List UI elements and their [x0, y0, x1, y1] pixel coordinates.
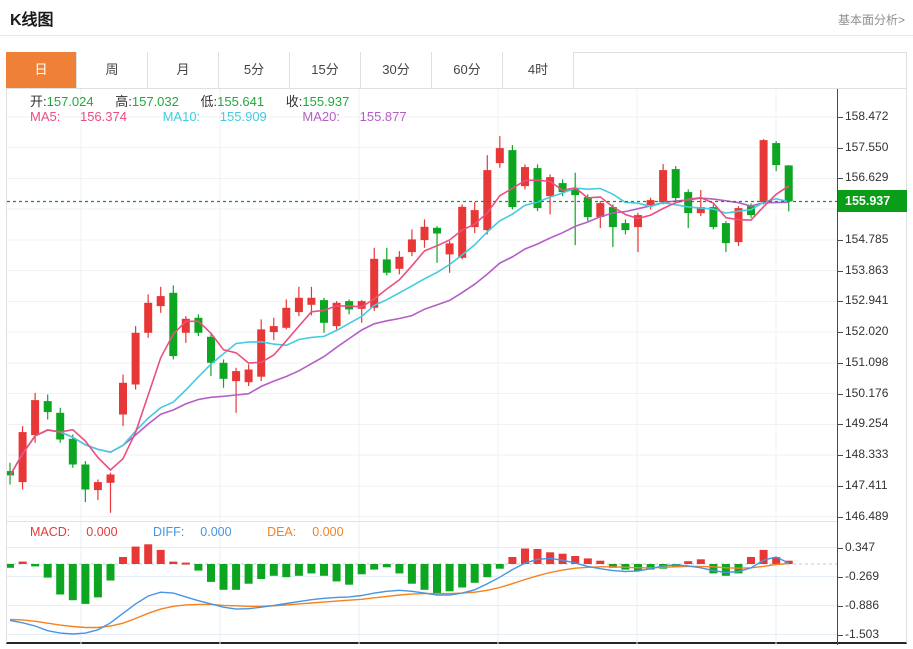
current-price-tag: 155.937	[838, 190, 907, 212]
fundamental-analysis-link[interactable]: 基本面分析>	[837, 13, 905, 27]
tab-4hour[interactable]: 4时	[503, 52, 574, 88]
y-axis-tick	[838, 577, 843, 578]
y-axis-label: 152.020	[845, 324, 889, 338]
pane-separator	[7, 521, 837, 522]
low-value: 155.641	[217, 94, 265, 109]
y-axis-label: 154.785	[845, 232, 889, 246]
open-label: 开:	[30, 94, 47, 109]
y-axis-line	[837, 89, 838, 645]
header-divider	[0, 35, 913, 36]
close-label: 收:	[285, 94, 303, 109]
tab-month[interactable]: 月	[148, 52, 219, 88]
y-axis-label: 149.254	[845, 416, 889, 430]
macd-chart[interactable]	[7, 522, 837, 645]
y-axis-label: 147.411	[845, 478, 888, 492]
tab-day[interactable]: 日	[6, 52, 77, 88]
low-label: 低:	[200, 94, 218, 109]
kline-panel	[6, 52, 907, 644]
candles-layer	[7, 136, 793, 513]
tab-15min[interactable]: 15分	[290, 52, 361, 88]
ma5-line	[9, 179, 790, 476]
diff-line	[9, 556, 790, 635]
y-axis-tick	[838, 394, 843, 395]
y-axis-tick	[838, 332, 843, 333]
y-axis-tick	[838, 635, 843, 636]
ma10-item: MA10: 155.909	[162, 109, 267, 124]
diff-item: DIFF: 0.000	[153, 525, 232, 539]
y-axis-label: 151.098	[845, 355, 889, 369]
y-axis-label: 158.472	[845, 109, 889, 123]
y-axis-tick	[838, 301, 843, 302]
ma5-item: MA5: 156.374	[30, 109, 127, 124]
ma20-item: MA20: 155.877	[302, 109, 407, 124]
y-axis-label: 152.941	[845, 293, 889, 307]
y-axis-tick	[838, 424, 843, 425]
dea-item: DEA: 0.000	[267, 525, 344, 539]
y-axis-tick	[838, 271, 843, 272]
open-value: 157.024	[46, 94, 94, 109]
page-title: K线图	[10, 12, 54, 29]
tab-60min[interactable]: 60分	[432, 52, 503, 88]
y-axis-tick	[838, 363, 843, 364]
timeframe-tabbar: 日 周 月 5分 15分 30分 60分 4时	[6, 52, 907, 89]
y-axis-tick	[838, 117, 843, 118]
y-axis-tick	[838, 606, 843, 607]
high-value: 157.032	[131, 94, 179, 109]
tab-week[interactable]: 周	[77, 52, 148, 88]
y-axis-tick	[838, 548, 843, 549]
y-axis-tick	[838, 486, 843, 487]
y-axis-tick	[838, 455, 843, 456]
ohlc-row: 开:157.024 高:157.032 低:155.641 收:155.937	[30, 91, 367, 110]
y-axis-label: -0.269	[845, 569, 880, 583]
y-axis-tick	[838, 240, 843, 241]
y-axis-label: 153.863	[845, 263, 889, 277]
main-candlestick-chart[interactable]	[7, 89, 837, 521]
y-axis-tick	[838, 178, 843, 179]
high-label: 高:	[115, 94, 132, 109]
y-axis-label: 148.333	[845, 447, 889, 461]
macd-info-row: MACD: 0.000 DIFF: 0.000 DEA: 0.000	[30, 525, 376, 539]
main-grid	[7, 89, 837, 521]
ma-row: MA5: 156.374 MA10: 155.909 MA20: 155.877	[30, 109, 439, 124]
y-axis-label: 150.176	[845, 386, 889, 400]
y-axis-label: -0.886	[845, 598, 880, 612]
y-axis-tick	[838, 148, 843, 149]
y-axis-label: 146.489	[845, 509, 889, 523]
macd-item: MACD: 0.000	[30, 525, 118, 539]
ma10-line	[9, 187, 789, 476]
y-axis-label: 157.550	[845, 140, 889, 154]
tab-30min[interactable]: 30分	[361, 52, 432, 88]
tab-5min[interactable]: 5分	[219, 52, 290, 88]
y-axis-label: 156.629	[845, 170, 889, 184]
y-axis-label: 0.347	[845, 540, 876, 554]
y-axis-label: -1.503	[845, 627, 880, 641]
close-value: 155.937	[302, 94, 350, 109]
y-axis-tick	[838, 517, 843, 518]
